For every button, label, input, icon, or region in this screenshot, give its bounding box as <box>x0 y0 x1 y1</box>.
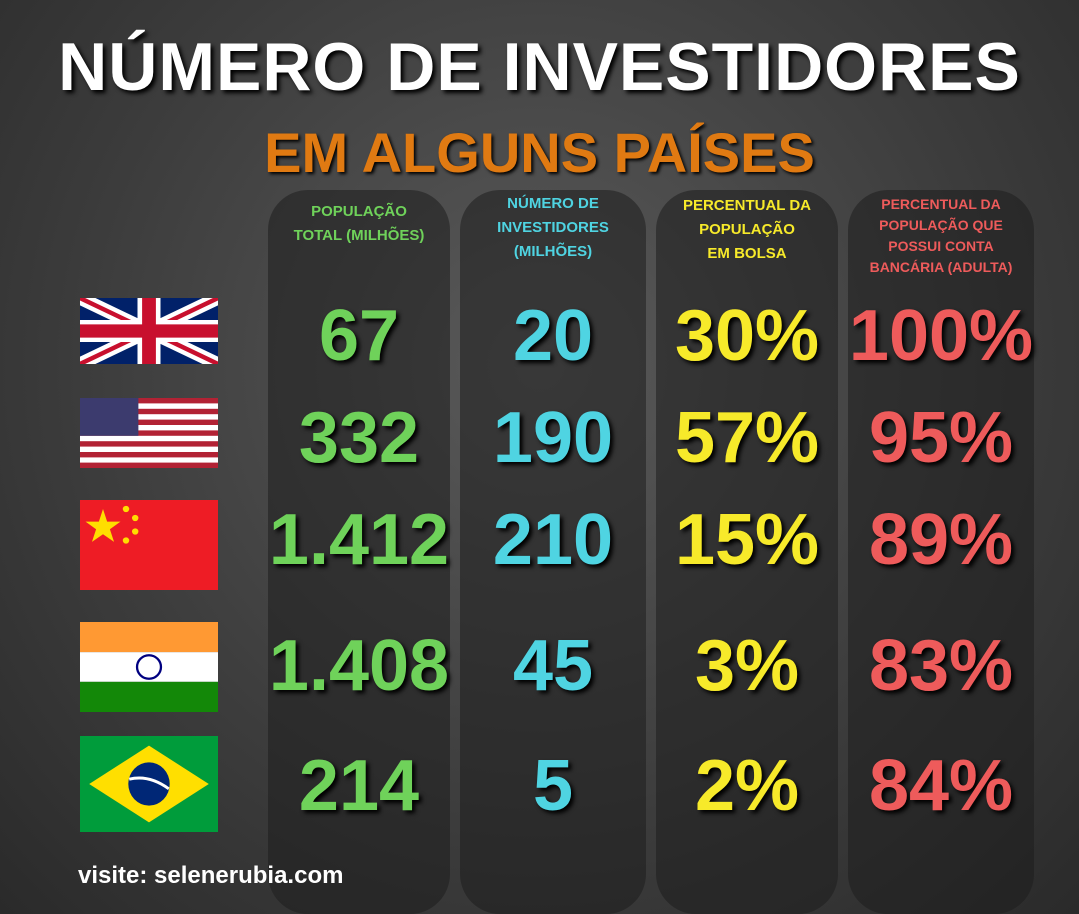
table-cell: 84% <box>868 746 1014 826</box>
table-cell: 100% <box>848 296 1034 376</box>
table-cell: 83% <box>868 626 1014 706</box>
table-cell: 95% <box>868 398 1014 478</box>
footer: visite: selenerubia.com <box>78 862 344 889</box>
column-background <box>656 190 838 914</box>
table-cell: 20 <box>512 296 594 376</box>
column-header: POPULAÇÃO TOTAL (MILHÕES) <box>258 200 460 248</box>
subtitle: EM ALGUNS PAÍSES <box>264 121 815 184</box>
column-header: PERCENTUAL DA POPULAÇÃO EM BOLSA <box>646 194 848 266</box>
table-cell: 5 <box>532 746 574 826</box>
column-header: PERCENTUAL DA POPULAÇÃO QUE POSSUI CONTA BA… <box>838 194 1044 278</box>
header-line: PERCENTUAL DA <box>682 197 812 214</box>
table-cell: 89% <box>868 500 1014 580</box>
table-cell: 1.412 <box>268 500 450 580</box>
table-cell: 190 <box>492 398 614 478</box>
header-line: POPULAÇÃO QUE <box>879 217 1003 233</box>
header-line: POPULAÇÃO <box>699 221 795 238</box>
header-line: BANCÁRIA (ADULTA) <box>869 259 1013 275</box>
flag-brazil <box>80 736 218 832</box>
table-cell: 2% <box>694 746 800 826</box>
header-line: PERCENTUAL DA <box>881 196 1001 212</box>
flag-india <box>80 622 218 712</box>
header-line: (MILHÕES) <box>513 243 593 260</box>
table-cell: 1.408 <box>268 626 450 706</box>
table-cell: 210 <box>492 500 614 580</box>
title: NÚMERO DE INVESTIDORES <box>58 29 1021 105</box>
column-background <box>848 190 1034 914</box>
table-cell: 67 <box>318 296 400 376</box>
header-line: NÚMERO DE <box>507 195 599 212</box>
table-cell: 332 <box>298 398 420 478</box>
flag-uk <box>80 298 218 364</box>
column-background <box>268 190 450 914</box>
header-line: INVESTIDORES <box>497 219 609 236</box>
table-cell: 30% <box>674 296 820 376</box>
header-line: POSSUI CONTA <box>888 238 994 254</box>
header-line: POPULAÇÃO <box>311 203 407 220</box>
table-cell: 45 <box>512 626 594 706</box>
column-background <box>460 190 646 914</box>
table-cell: 57% <box>674 398 820 478</box>
table-cell: 3% <box>694 626 800 706</box>
table-cell: 214 <box>298 746 420 826</box>
column-header: NÚMERO DE INVESTIDORES (MILHÕES) <box>450 192 656 264</box>
header-line: TOTAL (MILHÕES) <box>293 227 425 244</box>
header-line: EM BOLSA <box>707 245 787 262</box>
flag-china <box>80 500 218 590</box>
table-cell: 15% <box>674 500 820 580</box>
flag-us <box>80 398 218 468</box>
